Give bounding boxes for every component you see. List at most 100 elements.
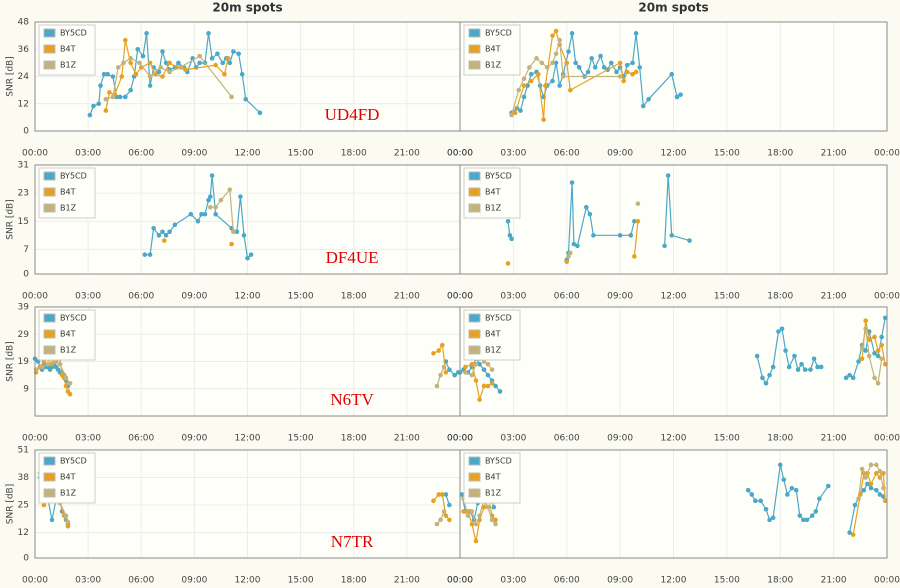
- data-point: [469, 361, 475, 367]
- data-point: [624, 69, 630, 75]
- x-tick-label: 21:00: [394, 149, 420, 159]
- data-point: [45, 361, 51, 367]
- data-point: [103, 108, 109, 113]
- x-tick-label: 00:00: [447, 434, 473, 444]
- data-point: [160, 74, 165, 79]
- data-point: [808, 367, 813, 372]
- data-point: [521, 83, 527, 88]
- data-point: [669, 233, 675, 238]
- legend-swatch: [468, 171, 481, 181]
- legend-swatch: [468, 329, 481, 339]
- data-point: [447, 517, 452, 523]
- data-point: [601, 65, 607, 70]
- data-point: [528, 78, 534, 84]
- data-point: [856, 496, 861, 502]
- series-line: [105, 55, 233, 100]
- data-point: [167, 69, 172, 75]
- y-tick-label: 31: [18, 161, 29, 171]
- data-point: [687, 238, 692, 243]
- data-point: [443, 492, 449, 497]
- data-point: [133, 71, 139, 77]
- data-point: [783, 348, 788, 353]
- data-point: [147, 252, 153, 257]
- x-tick-label: 15:00: [288, 149, 314, 159]
- data-point: [225, 56, 231, 61]
- x-tick-label: 15:00: [288, 434, 314, 444]
- data-point: [669, 71, 675, 77]
- data-point: [535, 71, 541, 77]
- data-point: [617, 74, 623, 79]
- data-point: [571, 241, 577, 247]
- y-tick-label: 12: [18, 528, 29, 538]
- data-point: [481, 383, 487, 389]
- x-tick-label: 15:00: [714, 149, 740, 159]
- data-point: [566, 49, 571, 54]
- data-point: [863, 326, 868, 332]
- data-point: [777, 462, 783, 468]
- x-tick-label: 09:00: [607, 434, 633, 444]
- legend-swatch: [468, 488, 481, 498]
- x-tick-label: 06:00: [128, 292, 154, 302]
- data-point: [865, 481, 870, 487]
- x-tick-label: 21:00: [394, 576, 420, 586]
- data-point: [241, 233, 247, 238]
- data-point: [441, 509, 447, 514]
- legend-label: B4T: [60, 188, 76, 197]
- y-tick-label: 0: [23, 270, 29, 280]
- data-point: [197, 53, 202, 59]
- x-tick-label: 12:00: [235, 434, 261, 444]
- data-point: [87, 112, 93, 118]
- data-point: [183, 67, 188, 72]
- data-point: [850, 375, 856, 381]
- data-point: [234, 229, 240, 235]
- data-point: [243, 96, 249, 102]
- data-point: [41, 502, 47, 508]
- legend-swatch: [43, 60, 56, 70]
- data-point: [227, 60, 233, 66]
- data-point: [550, 60, 555, 66]
- y-tick-label: 29: [18, 330, 30, 340]
- data-point: [465, 513, 471, 518]
- data-point: [110, 74, 116, 79]
- data-point: [436, 492, 442, 497]
- data-point: [231, 229, 236, 235]
- data-point: [229, 241, 234, 247]
- data-point: [469, 521, 475, 527]
- data-point: [208, 204, 213, 210]
- data-point: [608, 60, 614, 66]
- data-point: [123, 94, 128, 100]
- data-point: [144, 31, 149, 36]
- y-tick-label: 15: [18, 217, 29, 227]
- x-tick-label: 09:00: [181, 576, 207, 586]
- data-point: [617, 60, 623, 66]
- x-tick-label: 18:00: [341, 434, 367, 444]
- y-tick-label: 38: [18, 473, 30, 483]
- legend-label: B1Z: [485, 346, 502, 355]
- legend-swatch: [43, 203, 56, 213]
- x-tick-label: 03:00: [75, 292, 101, 302]
- data-point: [447, 367, 452, 372]
- data-point: [98, 83, 103, 88]
- data-point: [868, 481, 874, 487]
- data-point: [875, 381, 881, 386]
- data-point: [439, 492, 445, 497]
- data-point: [763, 506, 769, 512]
- x-tick-label: 18:00: [767, 149, 793, 159]
- data-point: [176, 60, 181, 66]
- legend-label: BY5CD: [60, 29, 87, 38]
- data-point: [534, 56, 539, 61]
- data-point: [825, 483, 831, 489]
- x-tick-label: 06:00: [554, 292, 580, 302]
- data-point: [633, 31, 639, 36]
- legend-label: BY5CD: [485, 172, 512, 181]
- x-tick-label: 03:00: [75, 576, 101, 586]
- data-point: [202, 211, 208, 217]
- x-tick-label: 18:00: [767, 434, 793, 444]
- series-line: [105, 40, 229, 111]
- data-point: [57, 361, 63, 367]
- data-point: [229, 94, 234, 100]
- y-axis-label: SNR [dB]: [6, 341, 16, 381]
- x-tick-label: 00:00: [447, 434, 473, 444]
- data-point: [544, 65, 550, 70]
- data-point: [481, 504, 487, 510]
